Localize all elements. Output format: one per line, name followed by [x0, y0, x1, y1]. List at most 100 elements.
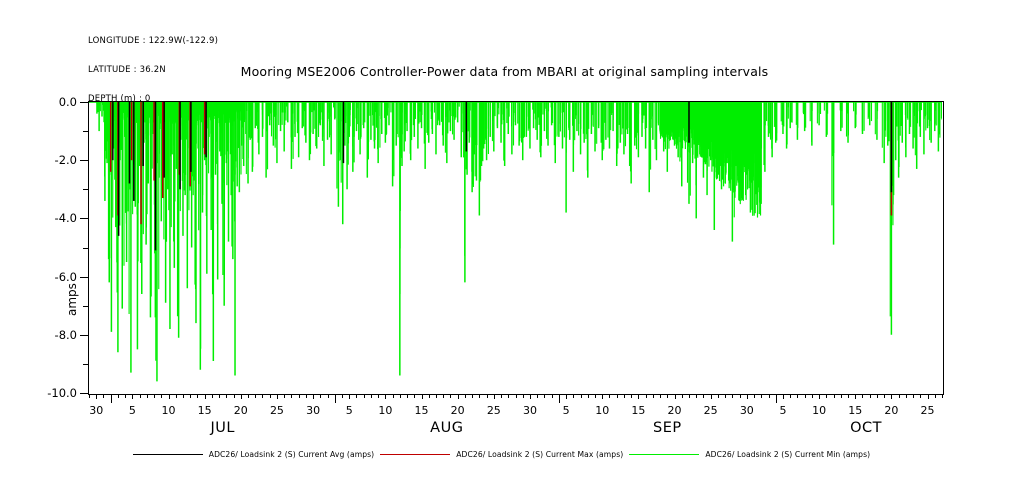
x-axis-tick-label: 30: [306, 404, 321, 417]
x-axis-minor-tick: [681, 394, 683, 398]
x-axis-minor-tick: [522, 394, 524, 398]
x-axis-tick: [240, 394, 242, 399]
x-axis-minor-tick: [833, 394, 835, 398]
x-axis-minor-tick: [703, 394, 705, 398]
x-axis-minor-tick: [609, 394, 611, 398]
y-axis-tick: [80, 160, 89, 162]
x-axis-minor-tick: [515, 394, 517, 398]
legend-label: ADC26/ Loadsink 2 (S) Current Min (amps): [705, 450, 871, 459]
x-axis-minor-tick: [472, 394, 474, 398]
x-axis-minor-tick: [182, 394, 184, 398]
x-axis-minor-tick: [862, 394, 864, 398]
y-axis-tick: [80, 102, 89, 103]
x-axis-minor-tick: [450, 394, 452, 398]
x-axis-tick-label: 10: [378, 404, 393, 417]
x-axis-minor-tick: [616, 394, 618, 398]
x-axis-tick: [421, 394, 423, 399]
x-axis-minor-tick: [161, 394, 163, 398]
x-axis-month-label: SEP: [652, 420, 682, 436]
x-axis-minor-tick: [725, 394, 727, 398]
x-axis-minor-tick: [739, 394, 741, 398]
y-axis-tick-label: -2.0: [54, 153, 77, 168]
x-axis-minor-tick: [154, 394, 156, 398]
x-axis-minor-tick: [399, 394, 401, 398]
x-axis-minor-tick: [363, 394, 365, 398]
x-axis-minor-tick: [197, 394, 199, 398]
x-axis-tick-label: 30: [739, 404, 754, 417]
x-axis-month-tick: [334, 394, 336, 403]
x-axis-minor-tick: [840, 394, 842, 398]
x-axis-minor-tick: [580, 394, 582, 398]
x-axis-minor-tick: [797, 394, 799, 398]
x-axis-minor-tick: [226, 394, 228, 398]
series-clip: [89, 102, 943, 394]
x-axis-minor-tick: [761, 394, 763, 398]
x-axis-tick: [674, 394, 676, 399]
y-axis-tick-label: -4.0: [54, 211, 77, 226]
x-axis-tick: [385, 394, 387, 399]
x-axis-tick-label: 10: [595, 404, 610, 417]
x-axis-minor-tick: [125, 394, 127, 398]
x-axis-minor-tick: [414, 394, 416, 398]
legend-entry[interactable]: ADC26/ Loadsink 2 (S) Current Min (amps): [629, 450, 876, 459]
x-axis-month-tick: [110, 394, 112, 403]
x-axis-tick: [819, 394, 821, 399]
y-axis-tick-label: 0.0: [58, 95, 77, 109]
x-axis-tick: [132, 394, 134, 399]
x-axis-tick-label: 15: [848, 404, 863, 417]
x-axis-minor-tick: [175, 394, 177, 398]
x-axis-tick-label: 25: [486, 404, 501, 417]
x-axis-tick: [927, 394, 929, 399]
x-axis-minor-tick: [284, 394, 286, 398]
x-axis-tick: [204, 394, 206, 399]
y-axis-tick-label: -6.0: [54, 269, 77, 284]
x-axis-minor-tick: [660, 394, 662, 398]
x-axis-tick-label: 20: [884, 404, 899, 417]
x-axis-minor-tick: [667, 394, 669, 398]
x-axis-tick: [457, 394, 459, 399]
x-axis-minor-tick: [146, 394, 148, 398]
x-axis-tick-label: 25: [920, 404, 935, 417]
y-axis-title: amps: [65, 283, 79, 316]
x-axis-tick-label: 10: [812, 404, 827, 417]
x-axis-minor-tick: [732, 394, 734, 398]
series-plot: [89, 102, 942, 382]
x-axis-minor-tick: [942, 394, 943, 398]
x-axis-minor-tick: [645, 394, 647, 398]
x-axis-minor-tick: [920, 394, 922, 398]
x-axis-tick-label: 20: [450, 404, 465, 417]
x-axis-minor-tick: [269, 394, 271, 398]
x-axis-tick-label: 5: [562, 404, 570, 417]
x-axis-month-label: OCT: [850, 420, 883, 436]
y-axis-minor-tick: [83, 247, 89, 249]
x-axis-minor-tick: [934, 394, 936, 398]
x-axis-minor-tick: [876, 394, 878, 398]
x-axis-minor-tick: [544, 394, 546, 398]
x-axis-minor-tick: [190, 394, 192, 398]
x-axis-minor-tick: [573, 394, 575, 398]
x-axis-minor-tick: [103, 394, 105, 398]
x-axis-tick-label: 5: [779, 404, 787, 417]
x-axis-tick: [782, 394, 784, 399]
x-axis-minor-tick: [587, 394, 589, 398]
legend-entry[interactable]: ADC26/ Loadsink 2 (S) Current Max (amps): [380, 450, 629, 459]
legend-entry[interactable]: ADC26/ Loadsink 2 (S) Current Avg (amps): [132, 450, 380, 459]
x-axis-tick-label: 25: [269, 404, 284, 417]
y-axis-tick-label: -8.0: [54, 327, 77, 342]
legend-label: ADC26/ Loadsink 2 (S) Current Avg (amps): [208, 450, 375, 459]
chart-title: Mooring MSE2006 Controller-Power data fr…: [240, 64, 769, 79]
x-axis-month-tick: [558, 394, 560, 403]
x-axis-minor-tick: [508, 394, 510, 398]
x-axis-tick-label: 25: [703, 404, 718, 417]
y-axis-tick: [80, 334, 89, 336]
x-axis-tick: [349, 394, 351, 399]
x-axis-tick: [746, 394, 748, 399]
x-axis-minor-tick: [428, 394, 430, 398]
x-axis-minor-tick: [804, 394, 806, 398]
x-axis-tick: [96, 394, 98, 399]
x-axis-tick: [168, 394, 170, 399]
x-axis-minor-tick: [443, 394, 445, 398]
plot-area: amps 0.0 -2.0 -4.0 -6.0 -8.0 -10.0 30 5 10 15 20 2…: [47, 95, 944, 436]
x-axis-minor-tick: [869, 394, 871, 398]
